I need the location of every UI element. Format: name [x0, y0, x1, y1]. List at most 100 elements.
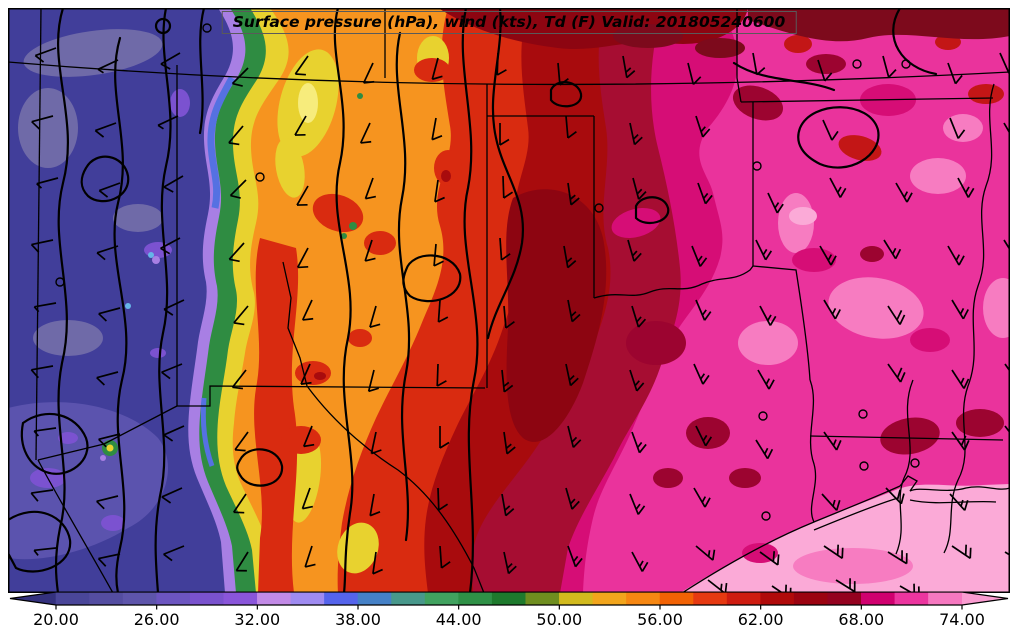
- wind-barb: [502, 175, 514, 199]
- colorbar-tick-label: 32.00: [234, 610, 280, 629]
- wind-barb: [369, 493, 381, 517]
- wind-barb: [565, 363, 579, 387]
- wind-barb: [951, 544, 972, 560]
- wind-barb: [755, 439, 774, 460]
- colorbar-segment: [89, 592, 124, 605]
- wind-barb: [767, 192, 784, 214]
- colorbar-extend-low: [10, 592, 56, 605]
- wind-barb: [629, 493, 646, 515]
- colorbar-tick-label: 26.00: [134, 610, 180, 629]
- wind-barb: [951, 299, 969, 320]
- wind-barb: [557, 62, 569, 86]
- colorbar-segment: [189, 592, 225, 605]
- wind-barb: [235, 551, 249, 572]
- wind-barb: [631, 431, 647, 454]
- wind-barb: [819, 245, 837, 266]
- colorbar-segment: [726, 592, 761, 605]
- colorbar-segment: [357, 592, 392, 605]
- wind-barb: [431, 117, 443, 141]
- wind-barb: [695, 115, 711, 138]
- wind-barb: [231, 369, 247, 390]
- wind-barb: [883, 239, 902, 260]
- wind-barb: [627, 239, 642, 262]
- plot-title: Surface pressure (hPa), wind (kts), Td (…: [221, 11, 797, 34]
- wind-barb: [294, 55, 309, 76]
- wind-barb: [359, 122, 372, 144]
- wind-barb: [759, 551, 780, 566]
- colorbar-tick-label: 62.00: [738, 610, 784, 629]
- wind-barb: [364, 177, 376, 200]
- wind-barb: [957, 177, 975, 198]
- wind-barb: [157, 115, 179, 130]
- wind-barb: [161, 487, 183, 504]
- wind-barb: [947, 245, 965, 266]
- colorbar-segment: [894, 592, 929, 605]
- wind-barb: [31, 115, 54, 130]
- station-circle: [910, 458, 920, 468]
- wind-barb: [755, 239, 773, 261]
- wind-barb: [951, 369, 970, 389]
- wind-barb: [228, 242, 245, 263]
- station-circle: [752, 161, 762, 171]
- wind-barb: [632, 177, 647, 200]
- wind-barb: [294, 115, 307, 136]
- wind-barb: [501, 369, 514, 393]
- wind-barb: [687, 62, 702, 85]
- colorbar-segment: [626, 592, 661, 605]
- colorbar-segment: [525, 592, 560, 605]
- wind-barb: [30, 365, 54, 379]
- station-circle: [858, 409, 868, 419]
- dewpoint-shading: [8, 8, 1010, 593]
- wind-barb: [835, 578, 856, 593]
- wind-barb: [503, 551, 517, 575]
- wind-barb: [1004, 425, 1010, 445]
- colorbar-segment: [324, 592, 359, 605]
- wind-barb: [1004, 363, 1010, 383]
- state-borders: [8, 8, 1010, 593]
- wind-barb: [163, 175, 184, 193]
- wind-barb: [823, 431, 842, 451]
- wind-barb: [96, 371, 119, 386]
- wind-barb: [437, 299, 449, 323]
- colorbar-segment: [491, 592, 527, 605]
- wind-barb: [887, 363, 906, 383]
- wind-barb: [695, 545, 716, 561]
- wind-barb: [695, 425, 713, 447]
- wind-barb: [951, 431, 970, 451]
- wind-barb: [300, 363, 312, 385]
- wind-barb: [823, 544, 844, 560]
- wind-barb: [302, 425, 315, 448]
- wind-barb: [563, 245, 577, 269]
- wind-barb: [887, 305, 906, 325]
- wind-barb: [163, 425, 185, 442]
- colorbar-segment: [559, 592, 594, 605]
- dewpoint-map: [8, 8, 1010, 593]
- wind-barb: [301, 299, 314, 321]
- wind-barb: [437, 487, 449, 511]
- wind-barb: [34, 47, 57, 63]
- wind-barb: [501, 493, 515, 517]
- colorbar-tick-label: 44.00: [436, 610, 482, 629]
- wind-barb: [160, 237, 181, 255]
- colorbar-segment: [290, 592, 325, 605]
- wind-barb: [434, 179, 445, 203]
- station-circle: [901, 59, 911, 69]
- wind-barb: [499, 237, 511, 261]
- wind-barb: [565, 487, 580, 510]
- colorbar-tick-label: 38.00: [335, 610, 381, 629]
- wind-barb: [96, 495, 119, 510]
- wind-barb: [436, 363, 447, 387]
- wind-barb: [949, 117, 966, 139]
- wind-barb: [695, 299, 712, 321]
- wind-barb: [98, 307, 121, 322]
- colorbar-tick-label: 50.00: [536, 610, 582, 629]
- wind-barb: [752, 52, 766, 76]
- colorbar-segment: [827, 592, 862, 605]
- wind-barb: [372, 551, 383, 575]
- wind-barb: [565, 115, 577, 139]
- wind-barb: [496, 52, 507, 76]
- wind-barb: [759, 305, 777, 326]
- wind-barb: [817, 59, 833, 82]
- colorbar-segment: [760, 592, 795, 605]
